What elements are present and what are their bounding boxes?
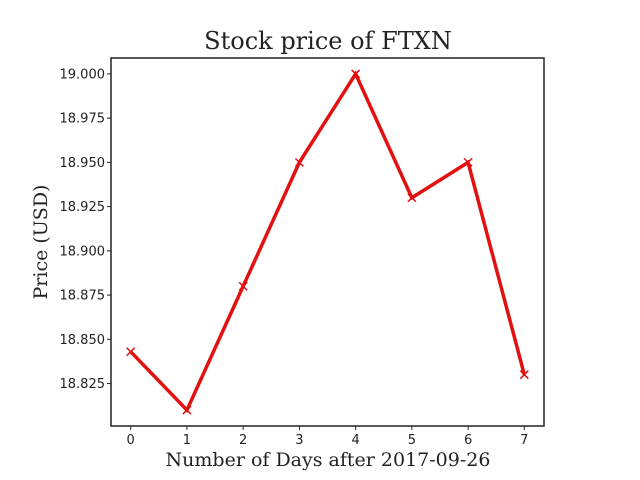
- x-axis-ticks: 0 1 2 3 4 5 6 7: [127, 426, 528, 448]
- data-point-marker: [126, 347, 136, 357]
- x-tick-label: 2: [239, 433, 247, 448]
- data-point-marker: [519, 370, 529, 380]
- data-point-marker: [182, 405, 192, 415]
- y-axis-ticks: 18.825 18.850 18.875 18.900 18.925 18.950 18.9…: [60, 67, 111, 392]
- data-point-marker: [294, 157, 304, 167]
- x-tick-label: 7: [520, 433, 528, 448]
- x-axis-label: Number of Days after 2017-09-26: [166, 449, 491, 471]
- x-tick-label: 5: [408, 433, 416, 448]
- y-tick-label: 18.875: [60, 289, 106, 304]
- y-tick-label: 18.975: [60, 112, 106, 127]
- data-point-marker: [238, 281, 248, 291]
- y-tick-label: 18.925: [60, 200, 106, 215]
- plot-frame: [110, 57, 545, 427]
- series-group: [126, 69, 529, 415]
- data-point-marker: [407, 193, 417, 203]
- y-tick-label: 18.825: [60, 377, 106, 392]
- x-tick-label: 3: [295, 433, 303, 448]
- series-line: [129, 70, 527, 414]
- data-point-marker: [351, 69, 361, 79]
- y-tick-label: 18.950: [60, 156, 106, 171]
- x-tick-label: 0: [127, 433, 135, 448]
- data-point-marker: [463, 157, 473, 167]
- y-tick-label: 18.900: [60, 244, 106, 259]
- x-tick-label: 4: [351, 433, 359, 448]
- y-tick-label: 18.850: [60, 333, 106, 348]
- y-axis-label: Price (USD): [30, 185, 52, 300]
- x-tick-label: 1: [183, 433, 191, 448]
- x-tick-label: 6: [464, 433, 472, 448]
- y-tick-label: 19.000: [60, 67, 106, 82]
- chart-title: Stock price of FTXN: [204, 27, 452, 55]
